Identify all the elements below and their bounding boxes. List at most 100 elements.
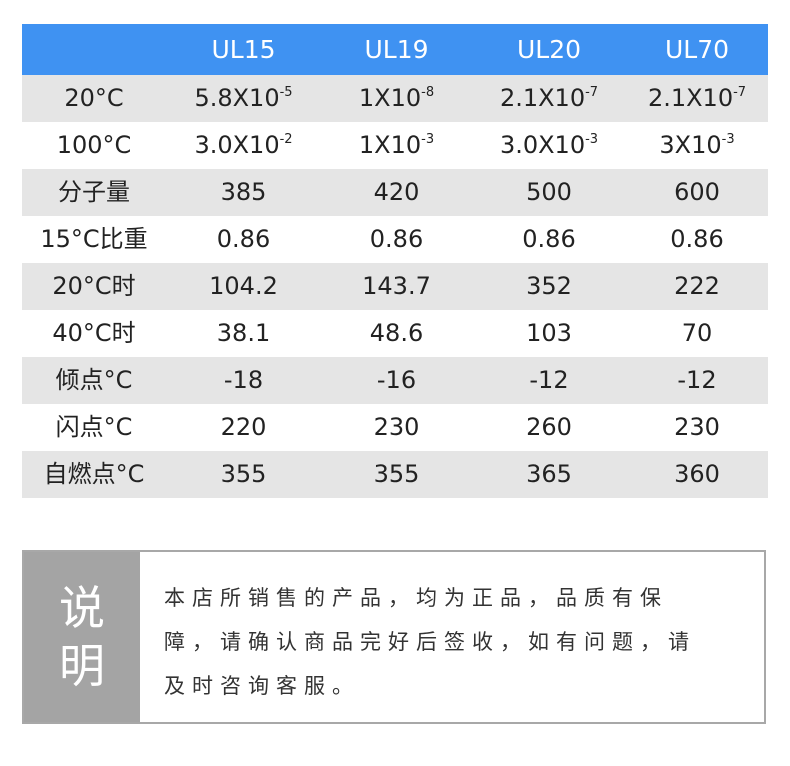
cell-exponent: -3	[421, 132, 435, 147]
cell-exponent: -3	[585, 132, 599, 147]
table-row: 分子量 385 420 500 600	[22, 169, 768, 216]
cell-value: 143.7	[362, 272, 431, 300]
table-cell: 2.1X10-7	[626, 75, 768, 122]
cell-exponent: -2	[279, 132, 293, 147]
table-cell: 230	[321, 404, 472, 451]
cell-value: 230	[373, 413, 420, 441]
header-cell-ul20: UL20	[516, 35, 582, 64]
cell-value: 385	[220, 178, 267, 206]
table-cell: 38.1	[166, 310, 321, 357]
table-cell: -12	[626, 357, 768, 404]
table-cell: -16	[321, 357, 472, 404]
table-cell: -18	[166, 357, 321, 404]
row-label: 15°C比重	[40, 225, 148, 253]
table-cell: 420	[321, 169, 472, 216]
table-row: 15°C比重 0.86 0.86 0.86 0.86	[22, 216, 768, 263]
cell-exponent: -7	[585, 85, 599, 100]
table-cell: 3X10-3	[626, 122, 768, 169]
cell-value: -12	[529, 366, 569, 394]
cell-value: 230	[674, 413, 720, 441]
row-label: 100°C	[56, 131, 132, 159]
table-cell: 355	[166, 451, 321, 498]
cell-value: 3.0X10	[194, 131, 280, 159]
cell-value: 2.1X10	[499, 84, 586, 112]
table-cell: 230	[626, 404, 768, 451]
cell-exponent: -5	[279, 85, 293, 100]
table-cell: 360	[626, 451, 768, 498]
header-cell-ul19: UL19	[364, 35, 429, 64]
table-cell: 260	[472, 404, 626, 451]
cell-value: 38.1	[216, 319, 271, 347]
cell-value: 355	[373, 460, 420, 488]
cell-value: 0.86	[216, 225, 271, 253]
table-cell: 0.86	[166, 216, 321, 263]
row-label: 40°C时	[52, 319, 136, 347]
table-cell: 500	[472, 169, 626, 216]
table-cell: 1X10-3	[321, 122, 472, 169]
table-cell: 0.86	[321, 216, 472, 263]
header-cell-ul70: UL70	[664, 35, 730, 64]
cell-value: 600	[674, 178, 720, 206]
cell-value: 2.1X10	[647, 84, 734, 112]
table-cell: 143.7	[321, 263, 472, 310]
row-label: 自燃点°C	[43, 460, 145, 488]
table-cell: 600	[626, 169, 768, 216]
table-cell: 0.86	[472, 216, 626, 263]
table-cell: 3.0X10-3	[472, 122, 626, 169]
table-row: 100°C 3.0X10-2 1X10-3 3.0X10-3 3X10-3	[22, 122, 768, 169]
table-row: 20°C 5.8X10-5 1X10-8 2.1X10-7 2.1X10-7	[22, 75, 768, 122]
table-row: 40°C时 38.1 48.6 103 70	[22, 310, 768, 357]
row-label: 倾点°C	[55, 366, 133, 394]
cell-exponent: -8	[421, 85, 435, 100]
table-cell: 0.86	[626, 216, 768, 263]
row-label: 20°C	[64, 84, 124, 112]
notice-label-char: 明	[59, 639, 105, 693]
cell-value: 220	[220, 413, 267, 441]
cell-value: -18	[223, 366, 264, 394]
notice-label: 说 明	[24, 552, 140, 722]
spec-table: UL15 UL19 UL20 UL70 20°C 5.8X10-5 1X10-8 2.…	[22, 24, 768, 498]
table-row: 倾点°C -18 -16 -12 -12	[22, 357, 768, 404]
cell-value: 500	[526, 178, 572, 206]
table-cell: 365	[472, 451, 626, 498]
table-row: 20°C时 104.2 143.7 352 222	[22, 263, 768, 310]
cell-value: 360	[674, 460, 720, 488]
cell-value: 0.86	[670, 225, 724, 253]
cell-value: 260	[526, 413, 572, 441]
table-cell: 355	[321, 451, 472, 498]
cell-value: 420	[373, 178, 420, 206]
cell-value: 3.0X10	[499, 131, 586, 159]
cell-value: 0.86	[369, 225, 424, 253]
cell-value: 48.6	[369, 319, 424, 347]
table-cell: 103	[472, 310, 626, 357]
cell-value: 355	[220, 460, 267, 488]
notice-line: 本店所销售的产品，均为正品，品质有保	[164, 586, 668, 610]
notice-line: 及时咨询客服。	[164, 674, 360, 698]
cell-value: 70	[681, 319, 713, 347]
cell-value: 103	[526, 319, 572, 347]
table-cell: 2.1X10-7	[472, 75, 626, 122]
notice-box: 说 明 本店所销售的产品，均为正品，品质有保 障，请确认商品完好后签收，如有问题…	[22, 550, 766, 724]
table-cell: 352	[472, 263, 626, 310]
table-cell: 1X10-8	[321, 75, 472, 122]
cell-value: 3X10	[659, 131, 722, 159]
table-cell: 5.8X10-5	[166, 75, 321, 122]
notice-label-char: 说	[59, 581, 105, 635]
table-cell: 385	[166, 169, 321, 216]
notice-line: 障，请确认商品完好后签收，如有问题，请	[164, 630, 696, 654]
table-cell: 222	[626, 263, 768, 310]
cell-value: 5.8X10	[194, 84, 280, 112]
row-label: 分子量	[58, 178, 130, 206]
header-cell-ul15: UL15	[211, 35, 276, 64]
notice-text: 本店所销售的产品，均为正品，品质有保 障，请确认商品完好后签收，如有问题，请 及…	[140, 552, 764, 722]
cell-value: 222	[674, 272, 720, 300]
cell-value: -12	[677, 366, 717, 394]
table-body: 20°C 5.8X10-5 1X10-8 2.1X10-7 2.1X10-7 100°C 3…	[22, 75, 768, 498]
table-cell: 70	[626, 310, 768, 357]
cell-exponent: -7	[733, 85, 747, 100]
row-label: 20°C时	[52, 272, 136, 300]
cell-value: 104.2	[209, 272, 278, 300]
table-cell: -12	[472, 357, 626, 404]
cell-value: 352	[526, 272, 572, 300]
table-cell: 220	[166, 404, 321, 451]
